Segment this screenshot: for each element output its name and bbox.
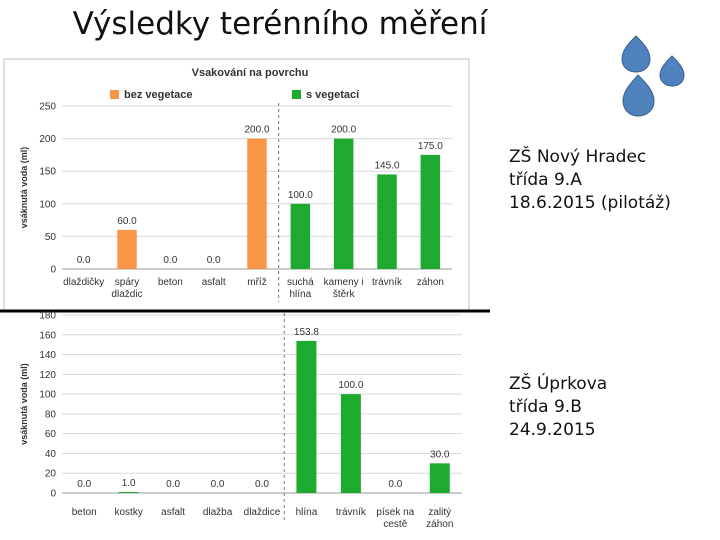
bar bbox=[333, 138, 354, 269]
data-label: 200.0 bbox=[244, 125, 269, 136]
data-label: 0.0 bbox=[207, 255, 221, 266]
bar bbox=[117, 229, 137, 269]
category-label: kameny i štěrk bbox=[324, 277, 364, 300]
category-label: trávník bbox=[336, 507, 367, 518]
y-tick-label: 60 bbox=[45, 429, 57, 440]
category-label: písek na cestě bbox=[376, 507, 414, 530]
water-drops bbox=[621, 35, 685, 117]
category-label: beton bbox=[158, 277, 183, 288]
data-label: 100.0 bbox=[288, 190, 313, 201]
y-tick-label: 0 bbox=[50, 265, 56, 276]
y-tick-label: 250 bbox=[39, 102, 56, 113]
category-label: asfalt bbox=[161, 507, 185, 518]
y-tick-label: 80 bbox=[45, 409, 57, 420]
data-label: 0.0 bbox=[255, 479, 269, 490]
category-label: dlaždice bbox=[244, 507, 281, 518]
bar bbox=[420, 154, 441, 269]
legend-swatch bbox=[110, 90, 119, 99]
y-axis-label: vsáknutá voda (ml) bbox=[19, 363, 29, 445]
bar bbox=[296, 340, 317, 493]
bar bbox=[118, 492, 139, 493]
category-label: asfalt bbox=[202, 277, 226, 288]
category-label: dlažba bbox=[203, 507, 233, 518]
data-label: 200.0 bbox=[331, 125, 356, 136]
data-label: 175.0 bbox=[418, 141, 443, 152]
data-label: 60.0 bbox=[117, 216, 137, 227]
info-1-class: třída 9.A bbox=[509, 170, 582, 190]
data-label: 0.0 bbox=[77, 255, 91, 266]
data-label: 0.0 bbox=[388, 479, 402, 490]
category-label: záhon bbox=[417, 277, 444, 288]
y-tick-label: 120 bbox=[39, 370, 56, 381]
y-tick-label: 140 bbox=[39, 350, 56, 361]
data-label: 0.0 bbox=[163, 255, 177, 266]
info-2-school: ZŠ Úprkova bbox=[509, 374, 608, 394]
chart-title: Vsakování na povrchu bbox=[192, 67, 309, 79]
data-label: 153.8 bbox=[294, 327, 319, 338]
legend-label: s vegetací bbox=[306, 89, 360, 101]
y-tick-label: 160 bbox=[39, 330, 56, 341]
info-1-date: 18.6.2015 (pilotáž) bbox=[509, 193, 671, 213]
water-drop-icon bbox=[621, 35, 651, 73]
chart2: 0 20 40 60 80 100 120 140 160 180 vsáknutá voda (m… bbox=[19, 311, 462, 530]
chart1: 0 50 100 150 200 250 vsáknutá voda (ml) 0.0 dlaž… bbox=[19, 67, 452, 302]
y-tick-label: 150 bbox=[39, 167, 56, 178]
bar bbox=[429, 463, 450, 493]
info-2-date: 24.9.2015 bbox=[509, 420, 596, 440]
category-label: trávník bbox=[372, 277, 403, 288]
y-tick-label: 20 bbox=[45, 469, 57, 480]
bar bbox=[290, 203, 311, 269]
chart1-frame bbox=[3, 58, 470, 313]
category-label: hlína bbox=[296, 507, 318, 518]
category-label: suchá hlína bbox=[287, 277, 314, 300]
data-label: 145.0 bbox=[374, 160, 399, 171]
y-tick-label: 200 bbox=[39, 134, 56, 145]
legend-label: bez vegetace bbox=[124, 89, 192, 101]
category-label: spáry dlaždic bbox=[111, 277, 142, 300]
category-label: dlaždičky bbox=[63, 277, 104, 288]
category-label: zalitý záhon bbox=[426, 507, 453, 530]
y-tick-label: 50 bbox=[45, 232, 57, 243]
info-block-2: ZŠ Úprkova třída 9.B 24.9.2015 bbox=[509, 373, 607, 442]
y-tick-label: 100 bbox=[39, 390, 56, 401]
y-axis-label: vsáknutá voda (ml) bbox=[19, 147, 29, 229]
legend-swatch bbox=[292, 90, 301, 99]
data-label: 30.0 bbox=[430, 449, 450, 460]
category-label: beton bbox=[72, 507, 97, 518]
bar bbox=[247, 138, 267, 269]
info-2-class: třída 9.B bbox=[509, 397, 582, 417]
data-label: 0.0 bbox=[211, 479, 225, 490]
water-drop-icon bbox=[622, 74, 655, 117]
info-1-school: ZŠ Nový Hradec bbox=[509, 147, 647, 167]
y-tick-label: 100 bbox=[39, 199, 56, 210]
y-tick-label: 180 bbox=[39, 311, 56, 322]
bar bbox=[340, 394, 361, 493]
data-label: 100.0 bbox=[338, 380, 363, 391]
y-tick-label: 40 bbox=[45, 449, 57, 460]
water-drop-icon bbox=[659, 55, 685, 87]
data-label: 1.0 bbox=[122, 478, 136, 489]
data-label: 0.0 bbox=[166, 479, 180, 490]
bar bbox=[377, 174, 397, 269]
data-label: 0.0 bbox=[77, 479, 91, 490]
slide-title: Výsledky terénního měření bbox=[72, 6, 488, 42]
category-label: mříž bbox=[247, 277, 266, 288]
category-label: kostky bbox=[114, 507, 142, 518]
y-tick-label: 0 bbox=[50, 489, 56, 500]
info-block-1: ZŠ Nový Hradec třída 9.A 18.6.2015 (pilo… bbox=[509, 146, 671, 215]
